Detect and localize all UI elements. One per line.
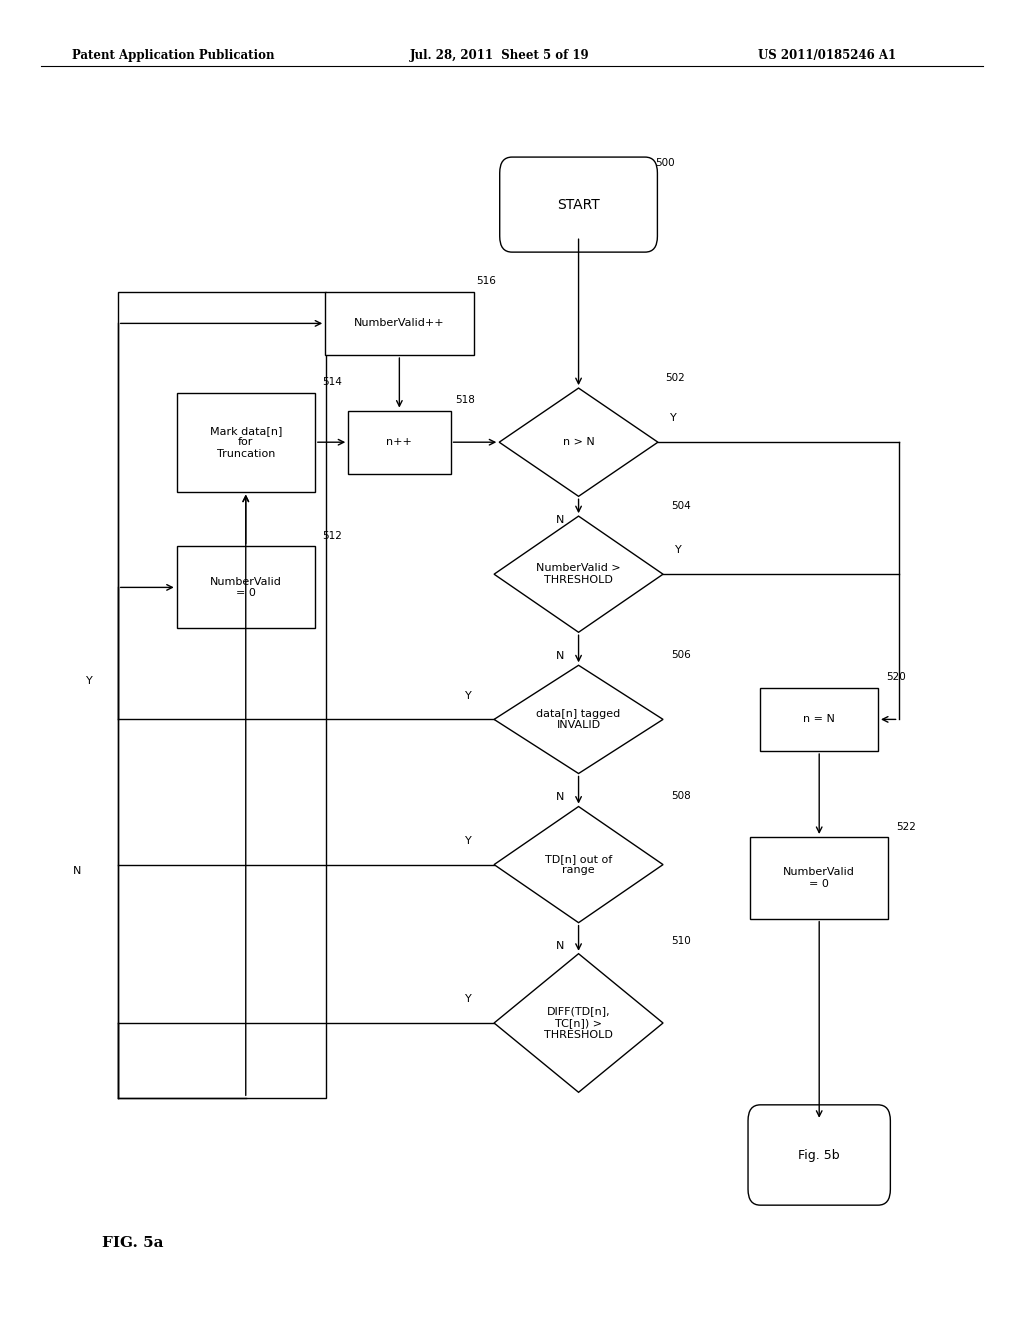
- Text: n++: n++: [386, 437, 413, 447]
- Text: N: N: [556, 651, 564, 661]
- Text: NumberValid
= 0: NumberValid = 0: [210, 577, 282, 598]
- Text: Fig. 5b: Fig. 5b: [799, 1148, 840, 1162]
- Text: 502: 502: [666, 372, 685, 383]
- FancyBboxPatch shape: [176, 393, 315, 491]
- FancyBboxPatch shape: [176, 546, 315, 628]
- Text: n > N: n > N: [562, 437, 595, 447]
- Text: 504: 504: [671, 500, 690, 511]
- Text: NumberValid >
THRESHOLD: NumberValid > THRESHOLD: [537, 564, 621, 585]
- Text: Mark data[n]
for
Truncation: Mark data[n] for Truncation: [210, 425, 282, 459]
- Text: 514: 514: [323, 376, 342, 387]
- Text: Y: Y: [675, 545, 682, 556]
- Text: 518: 518: [456, 395, 475, 405]
- Text: 508: 508: [671, 791, 690, 801]
- Polygon shape: [494, 953, 664, 1093]
- FancyBboxPatch shape: [500, 157, 657, 252]
- FancyBboxPatch shape: [326, 292, 473, 355]
- FancyBboxPatch shape: [750, 837, 889, 919]
- Text: Y: Y: [86, 676, 92, 686]
- FancyBboxPatch shape: [748, 1105, 891, 1205]
- Text: data[n] tagged
INVALID: data[n] tagged INVALID: [537, 709, 621, 730]
- Text: 516: 516: [476, 276, 496, 286]
- Text: FIG. 5a: FIG. 5a: [102, 1237, 164, 1250]
- FancyBboxPatch shape: [348, 411, 451, 474]
- Text: NumberValid++: NumberValid++: [354, 318, 444, 329]
- Polygon shape: [494, 665, 664, 774]
- Text: TD[n] out of
range: TD[n] out of range: [545, 854, 612, 875]
- Polygon shape: [494, 807, 664, 923]
- Text: Y: Y: [465, 690, 472, 701]
- Text: Y: Y: [465, 836, 472, 846]
- Polygon shape: [494, 516, 664, 632]
- Text: US 2011/0185246 A1: US 2011/0185246 A1: [758, 49, 896, 62]
- Text: Y: Y: [465, 994, 472, 1005]
- Text: N: N: [73, 866, 81, 876]
- Text: START: START: [557, 198, 600, 211]
- Text: 522: 522: [896, 821, 915, 832]
- Text: N: N: [556, 941, 564, 952]
- Text: N: N: [556, 792, 564, 803]
- Text: N: N: [556, 515, 564, 525]
- Text: 510: 510: [671, 936, 690, 946]
- Text: NumberValid
= 0: NumberValid = 0: [783, 867, 855, 888]
- Text: Y: Y: [670, 413, 677, 424]
- FancyBboxPatch shape: [760, 688, 879, 751]
- Text: n = N: n = N: [803, 714, 836, 725]
- Polygon shape: [499, 388, 657, 496]
- Text: 506: 506: [671, 649, 690, 660]
- Text: DIFF(TD[n],
TC[n]) >
THRESHOLD: DIFF(TD[n], TC[n]) > THRESHOLD: [544, 1006, 613, 1040]
- Text: 500: 500: [655, 157, 675, 168]
- Text: Jul. 28, 2011  Sheet 5 of 19: Jul. 28, 2011 Sheet 5 of 19: [410, 49, 589, 62]
- Text: 512: 512: [323, 531, 342, 541]
- Text: Patent Application Publication: Patent Application Publication: [72, 49, 274, 62]
- Text: 520: 520: [886, 672, 905, 682]
